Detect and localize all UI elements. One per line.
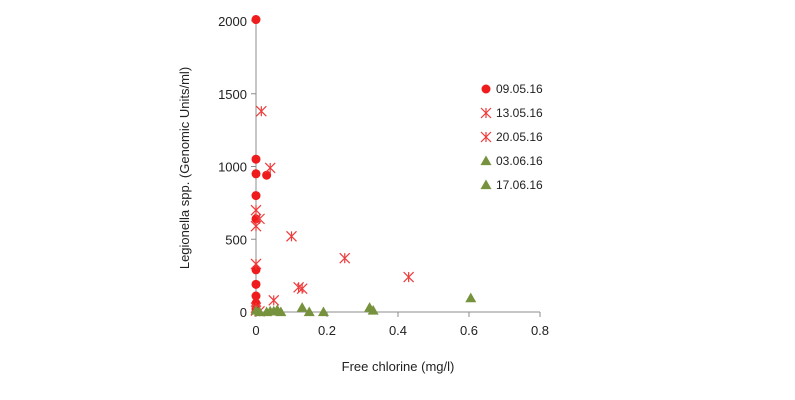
- axes: [251, 20, 541, 317]
- data-point: [250, 258, 262, 270]
- data-point: [339, 252, 351, 264]
- x-tick-label: 0: [252, 323, 259, 338]
- tick-labels: 0 0.2 0.4 0.6 0.8 0 500 1000 1500 2000: [218, 14, 549, 338]
- series-5: [250, 292, 477, 317]
- y-axis-title: Legionella spp. (Genomic Units/ml): [177, 67, 192, 269]
- data-point: [255, 105, 267, 117]
- legend-marker: [480, 155, 492, 166]
- legend-label: 17.06.16: [496, 178, 543, 192]
- data-point: [251, 191, 261, 201]
- data-point: [251, 15, 261, 25]
- data-point: [251, 265, 261, 275]
- data-point: [250, 220, 262, 232]
- data-point: [251, 279, 261, 289]
- x-tick-label: 0.2: [318, 323, 336, 338]
- legend-entry: 03.06.16: [480, 154, 543, 168]
- legend: 09.05.16 13.05.16 20.05.16 03.06.16 17.06.16: [480, 82, 543, 192]
- x-tick-label: 0.6: [460, 323, 478, 338]
- data-point: [250, 204, 262, 216]
- legend-marker: [481, 84, 491, 94]
- legend-marker: [480, 179, 492, 190]
- data-point: [251, 154, 261, 164]
- data-point: [296, 302, 308, 312]
- series-2: [250, 105, 415, 306]
- legend-entry: 13.05.16: [480, 106, 543, 120]
- y-tick-label: 500: [225, 232, 247, 247]
- data-point: [367, 305, 379, 315]
- data-point: [264, 162, 276, 174]
- y-tick-label: 2000: [218, 14, 247, 29]
- data-point: [251, 214, 261, 224]
- x-tick-label: 0.4: [389, 323, 407, 338]
- data-point: [296, 283, 308, 295]
- data-points: [250, 15, 477, 317]
- data-point: [262, 170, 272, 180]
- data-point: [465, 292, 477, 303]
- y-tick-label: 1000: [218, 160, 247, 175]
- y-tick-label: 1500: [218, 87, 247, 102]
- data-point: [403, 271, 415, 283]
- data-point: [303, 306, 315, 317]
- legend-label: 09.05.16: [496, 82, 543, 96]
- data-point: [286, 230, 297, 242]
- legend-entry: 17.06.16: [480, 178, 543, 192]
- x-axis-title: Free chlorine (mg/l): [342, 359, 455, 374]
- legend-marker: [480, 131, 492, 143]
- x-tick-label: 0.8: [531, 323, 549, 338]
- y-tick-label: 0: [240, 305, 247, 320]
- legend-label: 13.05.16: [496, 106, 543, 120]
- data-point: [251, 169, 261, 179]
- legend-entry: 20.05.16: [480, 130, 543, 144]
- legend-label: 03.06.16: [496, 154, 543, 168]
- data-point: [268, 294, 280, 306]
- data-point: [317, 306, 329, 317]
- series-4: [264, 302, 379, 317]
- series-1: [251, 15, 272, 314]
- legend-entry: 09.05.16: [481, 82, 543, 96]
- data-point: [251, 291, 261, 301]
- legend-marker: [480, 107, 492, 119]
- legend-label: 20.05.16: [496, 130, 543, 144]
- data-point: [254, 306, 266, 317]
- data-point: [268, 305, 280, 316]
